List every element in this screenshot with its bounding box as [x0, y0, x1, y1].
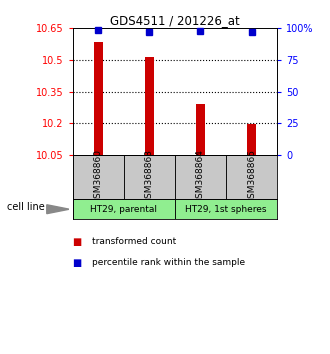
Text: transformed count: transformed count — [92, 237, 177, 246]
Bar — [124, 155, 175, 199]
Text: HT29, parental: HT29, parental — [90, 205, 157, 214]
Text: GSM368864: GSM368864 — [196, 149, 205, 204]
Bar — [226, 155, 277, 199]
Title: GDS4511 / 201226_at: GDS4511 / 201226_at — [110, 14, 240, 27]
Bar — [145, 57, 154, 155]
Polygon shape — [47, 205, 69, 214]
Bar — [175, 155, 226, 199]
Text: ■: ■ — [73, 258, 82, 268]
Bar — [175, 199, 277, 219]
Bar — [94, 42, 103, 155]
Text: GSM368863: GSM368863 — [145, 149, 154, 204]
Text: GSM368865: GSM368865 — [247, 149, 256, 204]
Text: percentile rank within the sample: percentile rank within the sample — [92, 258, 246, 267]
Text: ■: ■ — [73, 237, 82, 247]
Text: GSM368860: GSM368860 — [94, 149, 103, 204]
Bar — [247, 124, 256, 155]
Text: HT29, 1st spheres: HT29, 1st spheres — [185, 205, 267, 214]
Text: cell line: cell line — [7, 202, 44, 212]
Bar — [73, 199, 175, 219]
Bar — [196, 103, 205, 155]
Bar — [73, 155, 124, 199]
